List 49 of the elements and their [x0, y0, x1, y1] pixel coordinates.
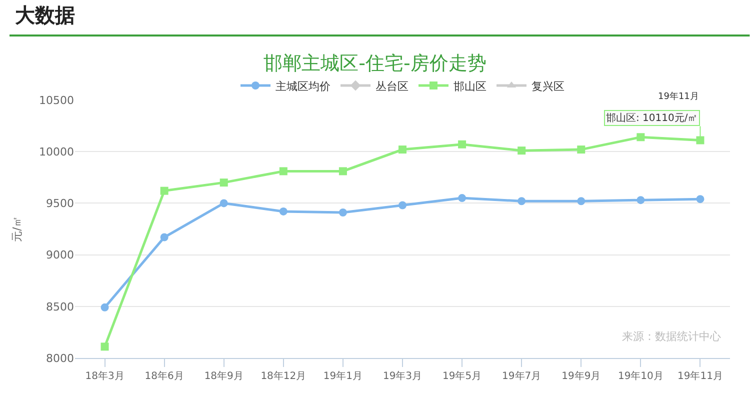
- point: [577, 146, 586, 154]
- x-tick-label: 19年1月: [323, 370, 362, 382]
- point: [160, 233, 168, 242]
- point: [696, 195, 704, 204]
- point: [577, 197, 586, 206]
- point: [398, 201, 406, 210]
- legend-label: 复兴区: [532, 80, 564, 93]
- x-tick-label: 19年3月: [382, 370, 422, 382]
- point: [636, 196, 645, 204]
- x-tick-label: 18年6月: [144, 370, 184, 382]
- point: [100, 342, 109, 351]
- point: [338, 167, 347, 176]
- x-tick-label: 18年12月: [260, 370, 306, 382]
- text: 大数据: [15, 3, 75, 27]
- chart-title: 邯郸主城区-住宅-房价走势: [264, 52, 486, 75]
- point: [458, 140, 466, 148]
- x-tick-label: 19年11月: [678, 370, 723, 382]
- point: [279, 167, 288, 176]
- x-tick-label: 19年10月: [618, 370, 664, 382]
- annotation: 19年11月: [658, 91, 699, 102]
- y-tick-label: 9500: [46, 197, 74, 210]
- point: [220, 199, 228, 208]
- annotation: 来源：数据统计中心: [622, 330, 721, 343]
- y-tick-label: 10000: [39, 145, 74, 158]
- point: [338, 208, 347, 216]
- y-axis-title: 元/㎡: [10, 216, 24, 242]
- y-tick-label: 8500: [46, 300, 74, 314]
- point: [160, 186, 168, 195]
- point: [279, 207, 288, 216]
- x-tick-label: 19年7月: [502, 370, 542, 382]
- point: [696, 136, 704, 144]
- x-tick-label: 18年9月: [204, 370, 244, 382]
- point: [398, 146, 406, 154]
- x-tick-label: 19年5月: [442, 370, 482, 382]
- point: [636, 133, 645, 142]
- legend-label: 邯山区: [454, 80, 486, 93]
- point: [518, 197, 526, 206]
- x-tick-label: 18年3月: [85, 370, 124, 382]
- y-tick-label: 10500: [39, 94, 74, 107]
- point: [458, 194, 466, 202]
- y-tick-label: 8000: [46, 352, 74, 365]
- point: [220, 178, 228, 187]
- x-tick-label: 19年9月: [562, 370, 601, 382]
- annotation: 邯山区: 10110元/㎡: [606, 112, 698, 124]
- point: [100, 303, 109, 312]
- legend-label: 丛台区: [376, 80, 408, 93]
- point: [518, 146, 526, 155]
- y-tick-label: 9000: [46, 248, 74, 262]
- legend-label: 主城区均价: [276, 80, 330, 93]
